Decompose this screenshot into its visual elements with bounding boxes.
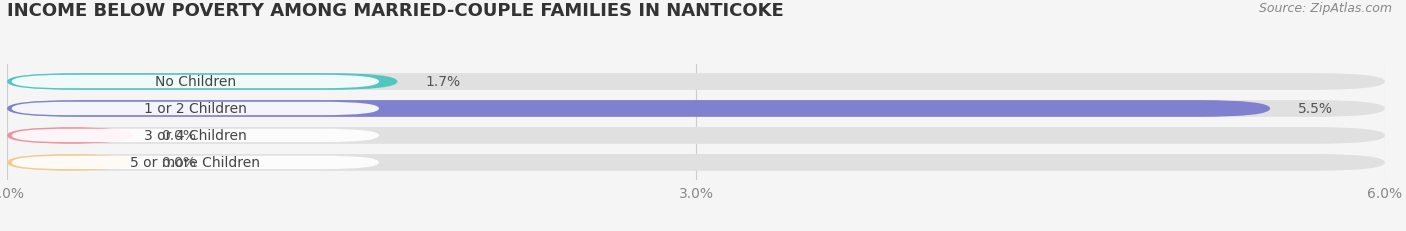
Text: 3 or 4 Children: 3 or 4 Children — [143, 129, 246, 143]
Text: No Children: No Children — [155, 75, 236, 89]
FancyBboxPatch shape — [7, 128, 134, 144]
FancyBboxPatch shape — [7, 154, 134, 171]
Text: 5.5%: 5.5% — [1298, 102, 1333, 116]
Text: 1 or 2 Children: 1 or 2 Children — [143, 102, 247, 116]
FancyBboxPatch shape — [7, 154, 1385, 171]
FancyBboxPatch shape — [7, 74, 398, 91]
Text: INCOME BELOW POVERTY AMONG MARRIED-COUPLE FAMILIES IN NANTICOKE: INCOME BELOW POVERTY AMONG MARRIED-COUPL… — [7, 2, 783, 20]
Text: 0.0%: 0.0% — [160, 156, 195, 170]
FancyBboxPatch shape — [7, 74, 1385, 91]
FancyBboxPatch shape — [7, 101, 1385, 117]
Text: 5 or more Children: 5 or more Children — [131, 156, 260, 170]
FancyBboxPatch shape — [11, 156, 380, 169]
Text: Source: ZipAtlas.com: Source: ZipAtlas.com — [1258, 2, 1392, 15]
FancyBboxPatch shape — [11, 102, 380, 116]
FancyBboxPatch shape — [11, 76, 380, 89]
FancyBboxPatch shape — [11, 129, 380, 143]
Text: 0.0%: 0.0% — [160, 129, 195, 143]
FancyBboxPatch shape — [7, 128, 1385, 144]
FancyBboxPatch shape — [7, 101, 1270, 117]
Text: 1.7%: 1.7% — [425, 75, 460, 89]
